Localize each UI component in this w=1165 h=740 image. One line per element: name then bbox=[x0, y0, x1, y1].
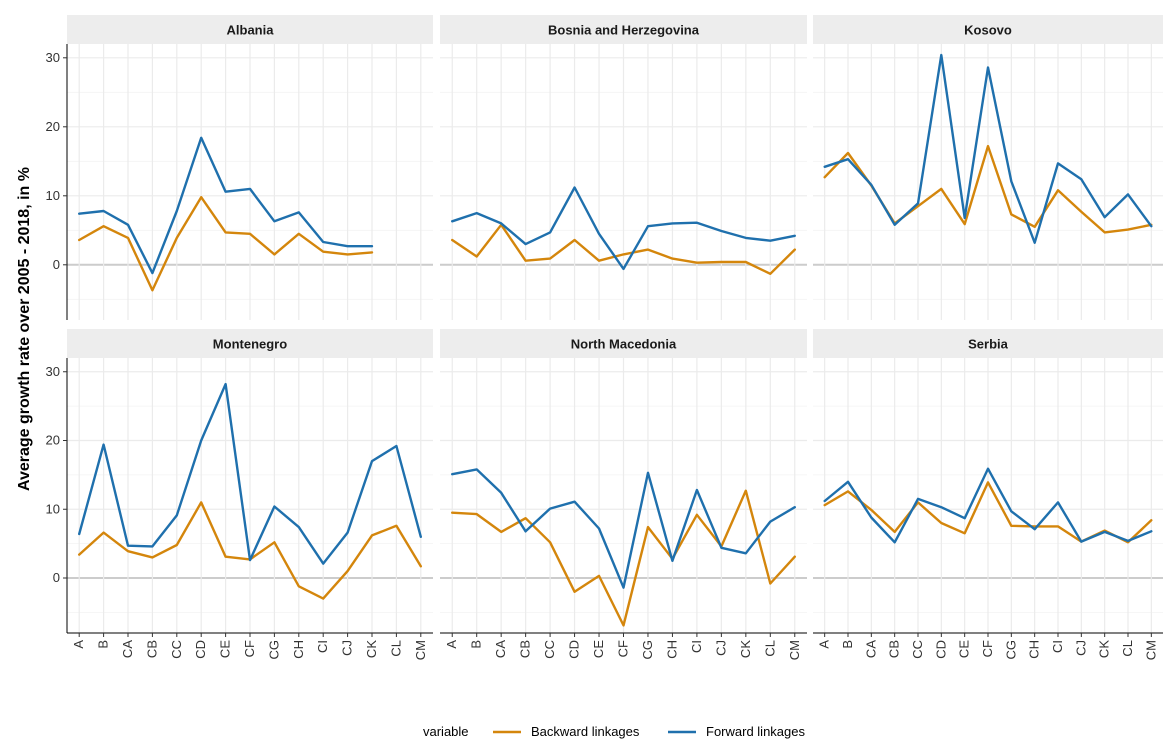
panel-strip bbox=[813, 15, 1163, 44]
y-tick-label: 30 bbox=[46, 364, 60, 379]
panel-kosovo: Kosovo bbox=[813, 15, 1163, 320]
y-tick-label: 0 bbox=[53, 570, 60, 585]
panel-title: North Macedonia bbox=[571, 337, 677, 352]
x-tick-label: CK bbox=[364, 640, 379, 658]
x-tick-label: CG bbox=[640, 640, 655, 660]
x-tick-label: CM bbox=[1143, 640, 1158, 660]
x-tick-label: CE bbox=[218, 640, 233, 658]
y-tick-label: 0 bbox=[53, 257, 60, 272]
x-tick-label: CF bbox=[616, 640, 631, 657]
x-tick-label: CB bbox=[887, 640, 902, 658]
x-tick-label: CC bbox=[910, 640, 925, 659]
series-line-forward-linkages bbox=[77, 382, 422, 565]
x-tick-label: B bbox=[840, 640, 855, 649]
x-tick-label: CM bbox=[787, 640, 802, 660]
x-tick-label: CJ bbox=[713, 640, 728, 656]
panel-albania: Albania 0 10 20 30 bbox=[46, 15, 433, 320]
x-tick-label: CL bbox=[1120, 640, 1135, 657]
legend-title: variable bbox=[423, 724, 469, 739]
x-tick-label: CH bbox=[1027, 640, 1042, 659]
x-tick-label: CH bbox=[664, 640, 679, 659]
panel-title: Albania bbox=[227, 23, 275, 38]
x-tick-label: CG bbox=[1003, 640, 1018, 660]
series-line-forward-linkages bbox=[823, 53, 1153, 244]
x-tick-label: CM bbox=[413, 640, 428, 660]
panel-strip bbox=[813, 329, 1163, 358]
x-tick-label: CA bbox=[493, 640, 508, 658]
y-tick-label: 20 bbox=[46, 433, 60, 448]
x-tick-label: CI bbox=[1050, 640, 1065, 653]
legend: variable Backward linkages Forward linka… bbox=[423, 724, 805, 739]
panel-bosnia-and-herzegovina: Bosnia and Herzegovina bbox=[440, 15, 807, 320]
facet-panels: Albania 0 10 20 30 Bosnia and Herzegovina Koso… bbox=[46, 15, 1163, 660]
legend-label-forward: Forward linkages bbox=[706, 724, 805, 739]
panel-strip bbox=[440, 15, 807, 44]
y-tick-label: 10 bbox=[46, 188, 60, 203]
x-tick-label: A bbox=[71, 640, 86, 649]
x-tick-label: CF bbox=[242, 640, 257, 657]
x-tick-label: CL bbox=[762, 640, 777, 657]
x-tick-label: CF bbox=[980, 640, 995, 657]
y-axis-label: Average growth rate over 2005 - 2018, in… bbox=[16, 167, 33, 491]
x-tick-label: CE bbox=[591, 640, 606, 658]
x-tick-label: A bbox=[817, 640, 832, 649]
series-line-backward-linkages bbox=[451, 223, 796, 275]
x-tick-label: CC bbox=[542, 640, 557, 659]
panel-title: Serbia bbox=[968, 337, 1009, 352]
panel-strip bbox=[67, 329, 433, 358]
x-tick-label: CI bbox=[315, 640, 330, 653]
series-line-forward-linkages bbox=[451, 468, 796, 589]
x-tick-label: CD bbox=[933, 640, 948, 659]
x-tick-label: CD bbox=[193, 640, 208, 659]
x-tick-label: CL bbox=[388, 640, 403, 657]
panel-serbia: Serbia A B CA CB CC CD CE CF CG CH CI CJ CK CL CM bbox=[813, 329, 1163, 660]
x-tick-label: CB bbox=[518, 640, 533, 658]
x-tick-label: B bbox=[96, 640, 111, 649]
x-tick-label: B bbox=[469, 640, 484, 649]
x-tick-label: A bbox=[444, 640, 459, 649]
x-tick-label: CI bbox=[689, 640, 704, 653]
series-line-forward-linkages bbox=[77, 136, 374, 275]
x-tick-label: CD bbox=[567, 640, 582, 659]
x-tick-label: CK bbox=[738, 640, 753, 658]
panel-strip bbox=[440, 329, 807, 358]
panel-north-macedonia: North Macedonia A B CA CB CC CD CE CF CG CH CI CJ CK C… bbox=[440, 329, 807, 660]
panel-montenegro: Montenegro 0 10 20 30 A B CA CB CC CD CE CF CG CH CI CJ C… bbox=[46, 329, 433, 660]
y-tick-label: 10 bbox=[46, 501, 60, 516]
x-tick-label: CB bbox=[144, 640, 159, 658]
x-tick-label: CE bbox=[957, 640, 972, 658]
panel-title: Kosovo bbox=[964, 23, 1012, 38]
x-tick-label: CK bbox=[1097, 640, 1112, 658]
x-tick-label: CJ bbox=[1073, 640, 1088, 656]
y-tick-label: 30 bbox=[46, 50, 60, 65]
legend-label-backward: Backward linkages bbox=[531, 724, 640, 739]
series-line-forward-linkages bbox=[451, 186, 796, 271]
x-tick-label: CH bbox=[291, 640, 306, 659]
x-tick-label: CC bbox=[169, 640, 184, 659]
series-line-backward-linkages bbox=[451, 489, 796, 627]
x-tick-label: CA bbox=[863, 640, 878, 658]
series-line-backward-linkages bbox=[77, 195, 374, 292]
panel-title: Bosnia and Herzegovina bbox=[548, 23, 700, 38]
x-tick-label: CA bbox=[120, 640, 135, 658]
panel-strip bbox=[67, 15, 433, 44]
panel-title: Montenegro bbox=[213, 337, 287, 352]
y-tick-label: 20 bbox=[46, 119, 60, 134]
x-tick-label: CJ bbox=[340, 640, 355, 656]
series-line-forward-linkages bbox=[823, 467, 1153, 544]
x-tick-label: CG bbox=[266, 640, 281, 660]
